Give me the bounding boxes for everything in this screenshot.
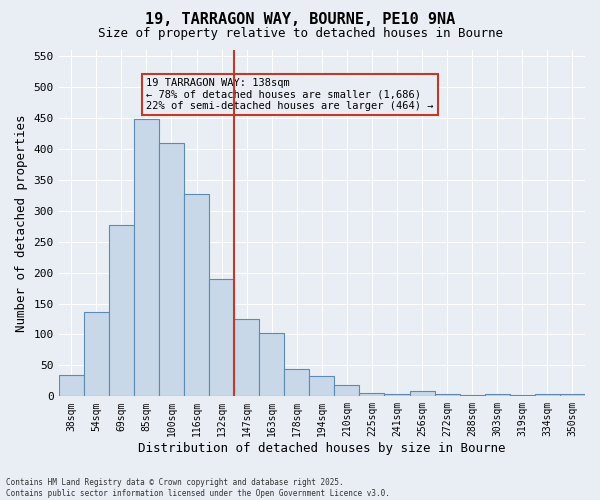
Bar xyxy=(510,395,535,396)
Text: Size of property relative to detached houses in Bourne: Size of property relative to detached ho… xyxy=(97,28,503,40)
Bar xyxy=(234,319,259,396)
Bar xyxy=(84,312,109,396)
Text: 19 TARRAGON WAY: 138sqm
← 78% of detached houses are smaller (1,686)
22% of semi: 19 TARRAGON WAY: 138sqm ← 78% of detache… xyxy=(146,78,434,111)
Bar xyxy=(109,225,134,396)
Bar xyxy=(359,392,385,396)
Text: Contains HM Land Registry data © Crown copyright and database right 2025.
Contai: Contains HM Land Registry data © Crown c… xyxy=(6,478,390,498)
Bar xyxy=(535,394,560,396)
Bar xyxy=(134,118,159,396)
Bar xyxy=(410,392,434,396)
Bar xyxy=(460,395,485,396)
Bar xyxy=(184,194,209,396)
Bar xyxy=(209,279,234,396)
Text: 19, TARRAGON WAY, BOURNE, PE10 9NA: 19, TARRAGON WAY, BOURNE, PE10 9NA xyxy=(145,12,455,28)
Bar xyxy=(385,394,410,396)
Bar xyxy=(59,374,84,396)
Bar xyxy=(334,385,359,396)
Bar xyxy=(560,394,585,396)
Bar xyxy=(259,334,284,396)
X-axis label: Distribution of detached houses by size in Bourne: Distribution of detached houses by size … xyxy=(138,442,506,455)
Bar xyxy=(434,394,460,396)
Bar xyxy=(159,143,184,397)
Y-axis label: Number of detached properties: Number of detached properties xyxy=(15,114,28,332)
Bar xyxy=(485,394,510,396)
Bar xyxy=(310,376,334,396)
Bar xyxy=(284,368,310,396)
